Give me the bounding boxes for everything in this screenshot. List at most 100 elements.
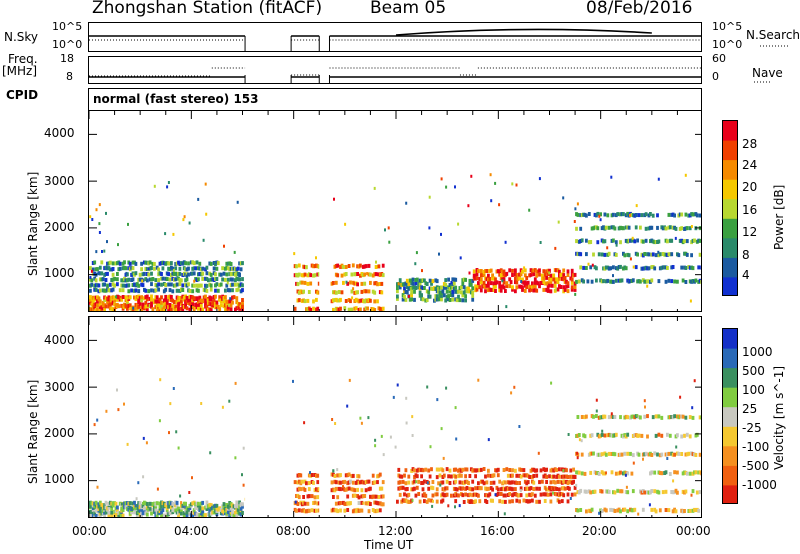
velocity-scatter bbox=[426, 385, 429, 389]
velocity-cell bbox=[198, 505, 202, 510]
power-cell bbox=[461, 282, 465, 286]
power-cell bbox=[103, 282, 106, 287]
power-cell bbox=[144, 295, 148, 300]
power-scatter bbox=[612, 274, 614, 278]
velocity-cell bbox=[359, 480, 362, 485]
velocity-cell bbox=[570, 492, 574, 497]
power-cell bbox=[197, 302, 200, 307]
power-cell bbox=[181, 288, 185, 292]
power-cell bbox=[181, 283, 185, 288]
power-cell bbox=[541, 273, 544, 278]
power-cell bbox=[226, 261, 230, 266]
velocity-cell bbox=[526, 480, 530, 485]
power-cell bbox=[559, 285, 563, 289]
velocity-cell bbox=[460, 473, 463, 478]
power-cell bbox=[688, 265, 692, 270]
velocity-cell bbox=[121, 508, 125, 512]
power-cell bbox=[698, 238, 701, 243]
power-cell bbox=[691, 238, 695, 243]
power-cell bbox=[634, 265, 638, 270]
velocity-cell bbox=[170, 507, 173, 512]
power-cell bbox=[658, 252, 662, 257]
velocity-cell bbox=[545, 480, 548, 484]
velocity-cell bbox=[158, 501, 162, 506]
power-scatter bbox=[598, 214, 601, 218]
velocity-cell bbox=[599, 433, 602, 438]
power-cell bbox=[451, 297, 455, 302]
power-cell bbox=[332, 290, 335, 295]
velocity-cell bbox=[191, 513, 195, 517]
power-cell bbox=[120, 278, 124, 283]
power-cell bbox=[118, 261, 122, 266]
power-cell bbox=[649, 212, 652, 216]
velocity-cell bbox=[376, 508, 379, 513]
velocity-cell bbox=[312, 480, 315, 485]
velocity-cell bbox=[481, 479, 485, 484]
power-cell bbox=[570, 272, 574, 277]
velocity-cell bbox=[471, 493, 475, 498]
power-cell bbox=[171, 289, 175, 294]
power-cell bbox=[461, 298, 465, 303]
power-cell bbox=[185, 295, 189, 300]
velocity-cell bbox=[351, 487, 355, 492]
nsky-label: N.Sky bbox=[4, 30, 39, 44]
power-cell bbox=[471, 297, 475, 302]
velocity-scatter bbox=[331, 418, 334, 421]
power-cell bbox=[485, 283, 489, 288]
power-cell bbox=[162, 308, 166, 311]
velocity-cell bbox=[413, 486, 416, 491]
power-cell bbox=[154, 288, 158, 293]
power-scatter bbox=[375, 260, 377, 264]
velocity-cell bbox=[445, 479, 449, 484]
velocity-cell bbox=[458, 473, 462, 478]
power-cell bbox=[91, 304, 95, 309]
power-cell bbox=[378, 273, 382, 277]
power-cell bbox=[205, 307, 209, 311]
power-cell bbox=[613, 226, 617, 231]
velocity-scatter bbox=[518, 425, 521, 428]
velocity-cell bbox=[553, 491, 557, 496]
velocity-cell bbox=[140, 507, 143, 512]
power-cell bbox=[235, 306, 239, 311]
velocity-cell bbox=[464, 474, 467, 479]
velocity-cell bbox=[437, 467, 440, 472]
power-cell bbox=[614, 240, 618, 245]
velocity-cell bbox=[334, 508, 338, 513]
velocity-cell bbox=[339, 480, 342, 485]
velocity-cell bbox=[543, 499, 547, 503]
power-cell bbox=[110, 278, 114, 282]
velocity-cell bbox=[111, 503, 115, 508]
power-cell bbox=[619, 212, 622, 217]
velocity-cell bbox=[673, 452, 676, 457]
velocity-cell bbox=[603, 433, 607, 438]
power-cell bbox=[489, 268, 493, 273]
power-cell bbox=[508, 284, 512, 289]
velocity-cell bbox=[590, 507, 594, 512]
power-cell bbox=[174, 304, 178, 309]
velocity-cell bbox=[643, 452, 647, 457]
velocity-cell bbox=[525, 499, 529, 504]
power-cell bbox=[651, 265, 655, 269]
velocity-cell bbox=[421, 468, 425, 473]
velocity-cell bbox=[400, 499, 404, 504]
power-cell bbox=[100, 277, 104, 282]
power-scatter bbox=[538, 177, 541, 181]
power-cell bbox=[661, 226, 665, 231]
nsky-tick-bottom: 10^0 bbox=[52, 38, 83, 51]
power-cell bbox=[631, 278, 635, 283]
power-cell bbox=[637, 213, 641, 218]
power-cell bbox=[110, 306, 114, 311]
velocity-cell bbox=[364, 480, 368, 484]
power-cell bbox=[634, 213, 638, 217]
power-cell bbox=[313, 273, 317, 278]
velocity-cell bbox=[650, 453, 654, 457]
power-cell bbox=[191, 300, 195, 305]
power-scatter bbox=[193, 279, 196, 283]
power-cell bbox=[570, 280, 574, 285]
velocity-cell bbox=[654, 509, 658, 514]
power-cell bbox=[457, 289, 460, 294]
power-cell bbox=[101, 306, 105, 311]
velocity-cell bbox=[667, 451, 671, 456]
velocity-cell bbox=[188, 511, 192, 516]
power-cell bbox=[91, 295, 95, 300]
